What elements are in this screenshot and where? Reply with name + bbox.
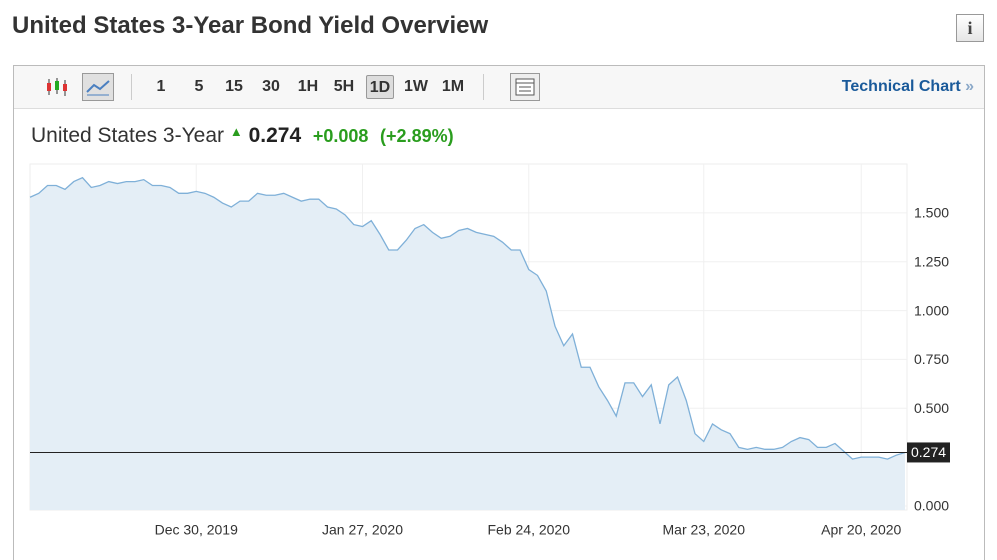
line: [29, 176, 906, 460]
quote-change: +0.008: [312, 126, 369, 146]
x-tick-label: Mar 23, 2020: [663, 522, 746, 538]
divider: [131, 74, 132, 100]
chart-widget: Technical Chart » 1 5 15 30 1H 5H 1D 1W 1M Unite…: [13, 65, 985, 560]
page-title: United States 3-Year Bond Yield Overview: [12, 12, 489, 39]
quote-last: 0.274: [248, 124, 302, 147]
x-tick-label: Feb 24, 2020: [487, 522, 570, 538]
quote-change-pct: (+2.89%): [380, 126, 454, 146]
x-tick-label: Dec 30, 2019: [155, 522, 238, 538]
y-tick-label: 0.750: [914, 351, 949, 367]
divider: [483, 74, 484, 100]
candle-icon[interactable]: [44, 76, 70, 98]
last-price-label: 0.274: [911, 444, 946, 460]
y-tick-label: 0.500: [914, 400, 949, 416]
info-button[interactable]: i: [956, 14, 984, 42]
x-tick-label: Jan 27, 2020: [322, 522, 403, 538]
interval-button[interactable]: 1M: [441, 78, 465, 95]
technical-chart-link[interactable]: Technical Chart »: [842, 78, 974, 96]
quote-name: United States 3-Year: [31, 124, 225, 147]
y-tick-label: 1.500: [914, 205, 949, 221]
toolbar: Technical Chart » 1 5 15 30 1H 5H 1D 1W 1M: [14, 66, 984, 109]
y-tick-label: 1.250: [914, 253, 949, 269]
y-tick-label: 0.000: [914, 498, 949, 514]
quote: United States 3-Year ▲ 0.274 +0.008 (+2.…: [31, 124, 454, 147]
interval-button[interactable]: 5H: [333, 78, 355, 95]
last-price-box: [907, 442, 950, 463]
line-icon[interactable]: [82, 73, 114, 101]
interval-button[interactable]: 1D: [366, 75, 394, 99]
interval-button[interactable]: 30: [262, 78, 280, 95]
y-tick-label: 1.000: [914, 302, 949, 318]
interval-button[interactable]: 15: [225, 78, 243, 95]
interval-button[interactable]: 5: [194, 78, 204, 95]
area-fill: [30, 177, 905, 510]
interval-button[interactable]: 1W: [404, 78, 428, 95]
link-arrow[interactable]: »: [965, 78, 974, 95]
settings-icon[interactable]: [510, 73, 540, 101]
x-tick-label: Apr 20, 2020: [821, 522, 901, 538]
interval-button[interactable]: 1: [156, 78, 166, 95]
link-text[interactable]: Technical Chart: [841, 78, 961, 95]
interval-button[interactable]: 1H: [297, 78, 319, 95]
